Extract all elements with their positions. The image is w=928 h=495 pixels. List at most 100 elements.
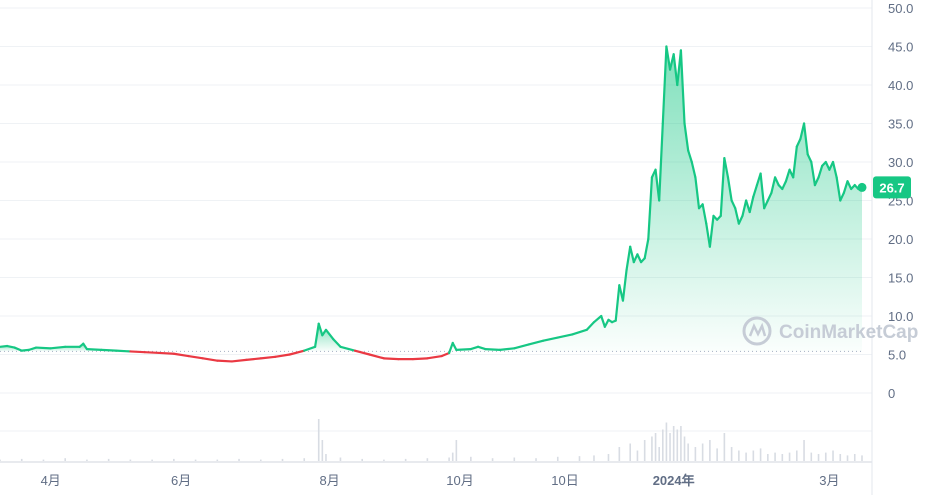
- price-segment: [556, 333, 574, 339]
- y-tick-label: 0: [888, 386, 895, 401]
- volume-bar: [774, 452, 776, 461]
- price-segment: [831, 160, 838, 179]
- volume-bar: [752, 450, 755, 461]
- price-segment: [314, 322, 320, 348]
- price-segment: [773, 176, 780, 187]
- price-segment: [813, 176, 820, 187]
- price-segment: [129, 350, 146, 354]
- price-segment: [741, 199, 748, 217]
- price-segment: [484, 348, 501, 351]
- volume-bar: [661, 429, 664, 461]
- volume-bar: [321, 440, 324, 461]
- volume-bar: [629, 443, 632, 461]
- price-segment: [274, 353, 291, 358]
- price-segment: [187, 354, 204, 360]
- volume-bar: [636, 450, 639, 461]
- volume-bar: [694, 447, 697, 461]
- price-segment: [737, 214, 744, 225]
- area-fill: [452, 46, 862, 352]
- price-segment: [701, 203, 708, 225]
- price-segment: [687, 149, 693, 164]
- volume-bar: [426, 458, 429, 461]
- volume-bar: [470, 456, 472, 461]
- price-segment: [795, 137, 802, 148]
- price-segment: [629, 245, 635, 264]
- price-segment: [542, 336, 559, 342]
- coinmarketcap-logo-icon: [742, 316, 772, 346]
- y-tick-label: 30.0: [888, 155, 913, 170]
- volume-bar: [680, 426, 682, 461]
- volume-bar: [676, 429, 679, 461]
- volume-bar: [491, 458, 494, 461]
- price-segment: [625, 245, 632, 271]
- price-segment: [781, 180, 788, 191]
- price-segment: [621, 268, 628, 302]
- price-segment: [752, 184, 759, 198]
- volume-bar: [716, 448, 718, 461]
- price-segment: [411, 357, 429, 361]
- grid-lines: [0, 0, 873, 495]
- volume-bar: [42, 459, 45, 461]
- price-segment: [690, 160, 697, 179]
- price-segment: [451, 341, 458, 351]
- price-segment: [216, 359, 233, 363]
- x-tick-label: 6月: [171, 473, 191, 488]
- volume-bar: [238, 458, 240, 461]
- price-segment: [802, 122, 809, 156]
- price-segment: [339, 345, 357, 352]
- price-segment: [748, 195, 755, 214]
- price-segment: [817, 164, 824, 179]
- volume-bar: [129, 459, 132, 461]
- watermark-text: CoinMarketCap: [779, 322, 918, 343]
- price-segment: [27, 346, 38, 351]
- price-segment: [810, 160, 817, 187]
- price-segment: [592, 314, 603, 324]
- price-segment: [683, 122, 690, 152]
- area-fill: [304, 323, 355, 352]
- volume-bar: [303, 458, 306, 461]
- price-segment: [143, 351, 161, 355]
- price-segment: [85, 348, 103, 351]
- price-segment: [158, 351, 175, 355]
- volume-bar: [194, 459, 197, 461]
- volume-bar: [853, 454, 856, 461]
- y-tick-label: 50.0: [888, 1, 913, 16]
- price-segment: [245, 357, 262, 361]
- price-segment: [770, 176, 777, 194]
- price-segment: [382, 357, 400, 361]
- volume-bar: [839, 454, 842, 461]
- price-segment: [708, 214, 715, 248]
- price-segment: [448, 341, 454, 355]
- volume-bar: [173, 458, 175, 461]
- volume-bar: [687, 443, 689, 461]
- price-segment: [324, 328, 335, 341]
- current-price-badge: 26.7: [873, 176, 911, 199]
- price-segment: [6, 344, 16, 349]
- price-segment: [317, 322, 324, 337]
- price-segment: [723, 157, 730, 179]
- volume-bar: [665, 422, 668, 461]
- volume-bar: [672, 426, 675, 461]
- volume-bar: [846, 455, 849, 461]
- volume-bar: [404, 458, 407, 461]
- volume-bar: [383, 459, 385, 461]
- current-price-label: 26.7: [879, 180, 904, 195]
- volume-bar: [788, 452, 791, 461]
- price-segment: [513, 343, 530, 350]
- price-segment: [100, 348, 117, 352]
- volume-bar: [607, 454, 610, 461]
- volume-bar: [796, 450, 798, 461]
- volume-bar: [669, 433, 671, 461]
- price-segment: [614, 284, 621, 322]
- y-axis: 50.045.040.035.030.025.020.015.010.05.00: [888, 1, 913, 401]
- price-segment: [201, 357, 219, 362]
- volume-bar: [817, 454, 820, 461]
- price-segment: [476, 345, 487, 351]
- price-segment: [647, 176, 654, 241]
- y-tick-label: 5.0: [888, 348, 906, 363]
- price-segment: [658, 122, 664, 202]
- price-segment: [661, 45, 668, 125]
- volume-bar: [578, 456, 581, 461]
- volume-bar: [20, 458, 23, 461]
